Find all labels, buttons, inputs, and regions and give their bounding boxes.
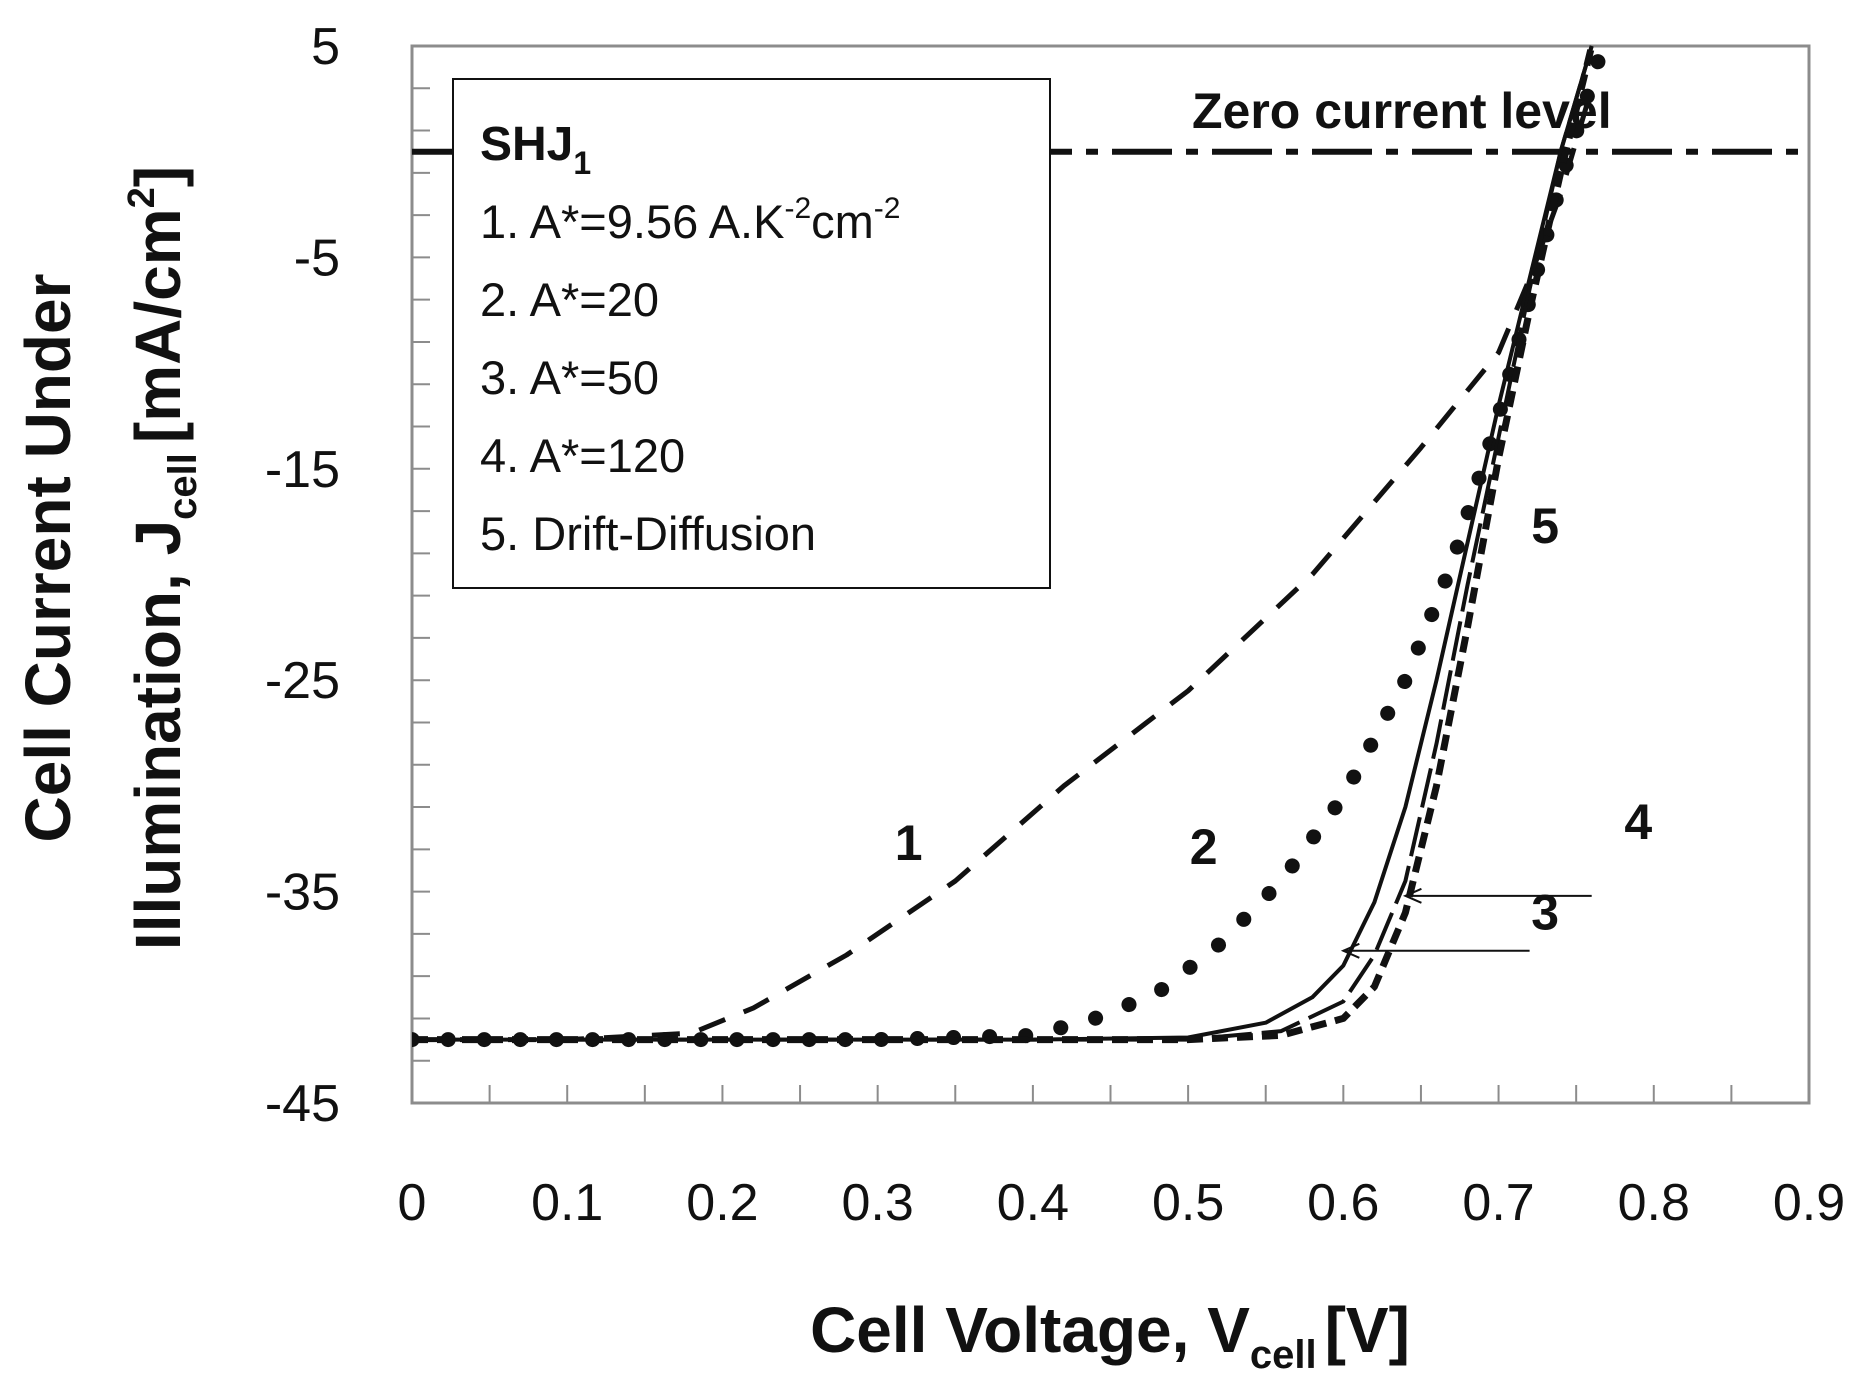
y-axis-title-line1: Cell Current Under xyxy=(12,274,84,843)
x-tick-label: 0.8 xyxy=(1618,1174,1690,1232)
series-line-4 xyxy=(412,45,1594,1042)
legend-entry-1: 1. A*=9.56 A.K-2cm-2 xyxy=(480,192,900,248)
curve-label-5: 5 xyxy=(1531,498,1559,554)
legend-entry-5: 5. Drift-Diffusion xyxy=(480,507,816,560)
legend-box xyxy=(452,78,1051,589)
legend-entry-4: 4. A*=120 xyxy=(480,429,685,482)
x-tick-label: 0.7 xyxy=(1462,1174,1534,1232)
x-tick-label: 0.2 xyxy=(686,1174,758,1232)
x-axis-title: Cell Voltage, Vcell [V] xyxy=(810,1294,1410,1377)
curve-label-1: 1 xyxy=(895,815,923,871)
arrow-group xyxy=(1340,887,1592,959)
y-tick-label: -25 xyxy=(265,652,340,710)
y-minor-ticks xyxy=(412,45,430,1104)
curve-labels: 1 2 5 4 3 xyxy=(895,498,1653,941)
y-tick-label: -15 xyxy=(265,441,340,499)
x-tick-label: 0 xyxy=(398,1174,427,1232)
arrow-head-4 xyxy=(1402,887,1422,904)
x-tick-label: 0.9 xyxy=(1773,1174,1845,1232)
arrow-head-3 xyxy=(1340,942,1360,959)
x-tick-label: 0.3 xyxy=(842,1174,914,1232)
legend-entry-2: 2. A*=20 xyxy=(480,273,659,326)
legend-title: SHJ1 xyxy=(480,118,591,181)
curve-label-3: 3 xyxy=(1531,885,1559,941)
y-tick-labels: 5 -5 -15 -25 -35 -45 xyxy=(265,18,340,1133)
curve-label-4: 4 xyxy=(1624,794,1652,850)
y-tick-label: -35 xyxy=(265,864,340,922)
x-tick-labels: 0 0.1 0.2 0.3 0.4 0.5 0.6 0.7 0.8 0.9 xyxy=(398,1174,1846,1232)
y-tick-label: 5 xyxy=(311,18,340,76)
zero-current-label: Zero current level xyxy=(1192,83,1612,139)
x-tick-label: 0.6 xyxy=(1307,1174,1379,1232)
x-tick-label: 0.1 xyxy=(531,1174,603,1232)
y-axis-title-line2: Illumination, Jcell[mA/cm2] xyxy=(121,166,205,950)
series-line-1 xyxy=(412,87,1595,1043)
y-tick-label: -5 xyxy=(294,229,340,287)
legend: SHJ1 1. A*=9.56 A.K-2cm-2 2. A*=20 3. A*… xyxy=(452,78,1051,589)
curve-label-2: 2 xyxy=(1190,819,1218,875)
x-tick-label: 0.4 xyxy=(997,1174,1069,1232)
series-group xyxy=(412,45,1607,1048)
x-major-ticks xyxy=(411,1085,1810,1103)
legend-entry-3: 3. A*=50 xyxy=(480,351,659,404)
y-tick-label: -45 xyxy=(265,1075,340,1133)
x-tick-label: 0.5 xyxy=(1152,1174,1224,1232)
